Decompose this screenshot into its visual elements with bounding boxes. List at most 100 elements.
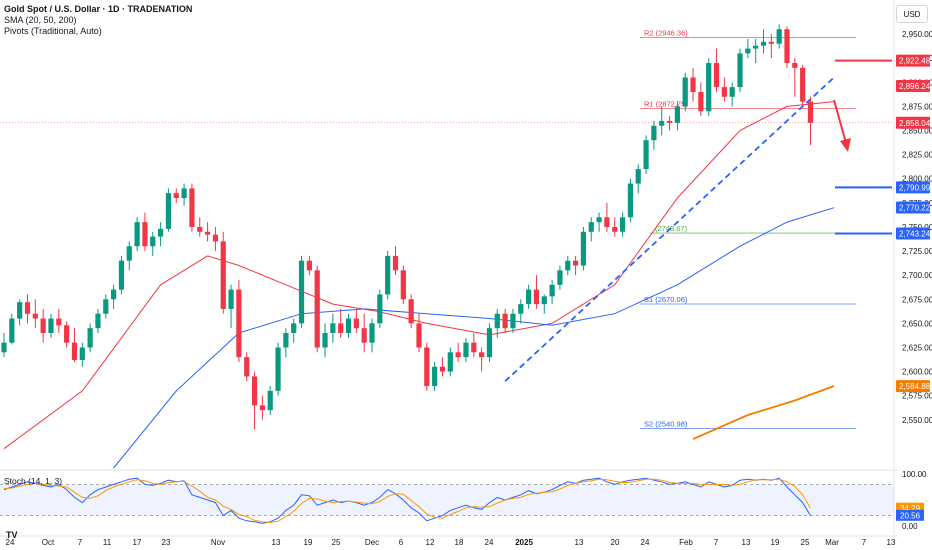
candle-body: [698, 91, 704, 112]
candle-body: [745, 48, 751, 54]
candle-body: [510, 313, 516, 329]
x-tick-label: Feb: [679, 538, 693, 547]
candle-body: [643, 140, 649, 170]
candle-body: [682, 77, 688, 107]
y-tick-label: 2,575.000: [902, 392, 932, 401]
candle-body: [142, 222, 148, 247]
y-tick-label: 2,875.000: [902, 102, 932, 111]
arrow-head: [840, 138, 851, 152]
candle-body: [721, 87, 727, 97]
sma-legend[interactable]: SMA (20, 50, 200): [4, 15, 77, 25]
candle-body: [807, 101, 814, 123]
candle-body: [518, 304, 524, 314]
candle-body: [353, 318, 359, 329]
candle-body: [24, 302, 31, 314]
candle-body: [486, 328, 493, 358]
y-tick-label: 2,725.000: [902, 247, 932, 256]
x-tick-label: 12: [426, 538, 435, 547]
candle-body: [612, 226, 618, 232]
arrow-shaft: [833, 99, 847, 144]
candle-body: [345, 318, 352, 334]
price-badge: [896, 54, 930, 67]
candle-body: [416, 323, 422, 348]
candle-body: [502, 313, 508, 329]
down-arrow-icon: [833, 99, 851, 152]
candle-body: [79, 347, 85, 361]
x-tick-label: 2025: [515, 538, 533, 547]
candle-body: [228, 289, 234, 309]
price-badge-label: 2,896.24: [899, 82, 931, 91]
candle-body: [212, 234, 219, 242]
trendline[interactable]: [504, 76, 835, 382]
candle-body: [165, 193, 172, 229]
candle-body: [565, 260, 571, 271]
candle-body: [526, 289, 532, 305]
symbol-title[interactable]: Gold Spot / U.S. Dollar · 1D · TRADENATI…: [4, 4, 193, 14]
drawn-levels[interactable]: [835, 59, 892, 235]
price-badge: [896, 79, 930, 92]
x-tick-label: 23: [162, 538, 171, 547]
candle-body: [48, 318, 54, 334]
price-badge-label: 2,922.48: [899, 57, 931, 66]
pivots-legend[interactable]: Pivots (Traditional, Auto): [4, 26, 102, 36]
dashed-trendline: [504, 76, 835, 382]
candle-body: [377, 294, 383, 324]
candle-body: [619, 217, 626, 232]
candle-body: [479, 352, 485, 358]
x-tick-label: 19: [304, 538, 313, 547]
candle-body: [17, 302, 23, 319]
stoch-legend[interactable]: Stoch (14, 1, 3): [4, 476, 63, 486]
x-tick-label: 11: [103, 538, 112, 547]
candle-body: [40, 318, 46, 334]
candle-body: [369, 323, 375, 343]
candle-body: [447, 352, 453, 372]
pivot-label: S2 (2540.98): [644, 419, 688, 428]
candle-body: [56, 318, 62, 326]
candle-body: [385, 255, 391, 295]
candle-body: [181, 188, 187, 199]
candle-body: [776, 29, 782, 44]
y-tick-label: 2,825.000: [902, 151, 932, 160]
x-tick-label: Mar: [825, 538, 839, 547]
candle-body: [729, 87, 735, 97]
stoch-tick-label: 100.00: [902, 470, 927, 479]
candle-body: [596, 217, 602, 223]
sma-line: [692, 385, 835, 440]
candle-body: [690, 77, 696, 92]
sma-line: [3, 101, 835, 450]
x-tick-label: 20: [611, 538, 620, 547]
y-tick-label: 2,650.000: [902, 319, 932, 328]
y-tick-label: 2,850.000: [902, 127, 932, 136]
stoch-badge: [896, 509, 924, 521]
x-tick-label: 25: [332, 538, 341, 547]
candle-body: [392, 255, 399, 271]
x-tick-label: 24: [485, 538, 494, 547]
candle-body: [455, 352, 461, 358]
grid: [0, 0, 898, 537]
stoch-badge: [896, 502, 924, 514]
candle-body: [204, 231, 211, 235]
candle-body: [753, 45, 759, 49]
candle-body: [588, 222, 594, 232]
price-badge: [896, 380, 930, 393]
candle-body: [118, 260, 125, 290]
candle-body: [9, 318, 15, 343]
candle-body: [298, 260, 305, 324]
candle-body: [572, 260, 579, 266]
candle-body: [134, 222, 140, 247]
y-tick-label: 2,600.000: [902, 368, 932, 377]
tradingview-logo-icon[interactable]: TV: [6, 530, 18, 540]
stoch-band-fill: [0, 484, 894, 516]
currency-button[interactable]: USD: [896, 5, 928, 23]
x-tick-label: 17: [133, 538, 142, 547]
candle-body: [651, 125, 657, 141]
price-badge-label: 2,743.24: [899, 229, 931, 238]
price-badge: [896, 201, 930, 214]
candle-body: [330, 323, 336, 334]
stoch-line: [3, 478, 811, 523]
x-tick-label: 19: [771, 538, 780, 547]
candle-body: [471, 342, 477, 353]
x-tick-label: Nov: [211, 538, 225, 547]
candle-body: [463, 342, 469, 358]
